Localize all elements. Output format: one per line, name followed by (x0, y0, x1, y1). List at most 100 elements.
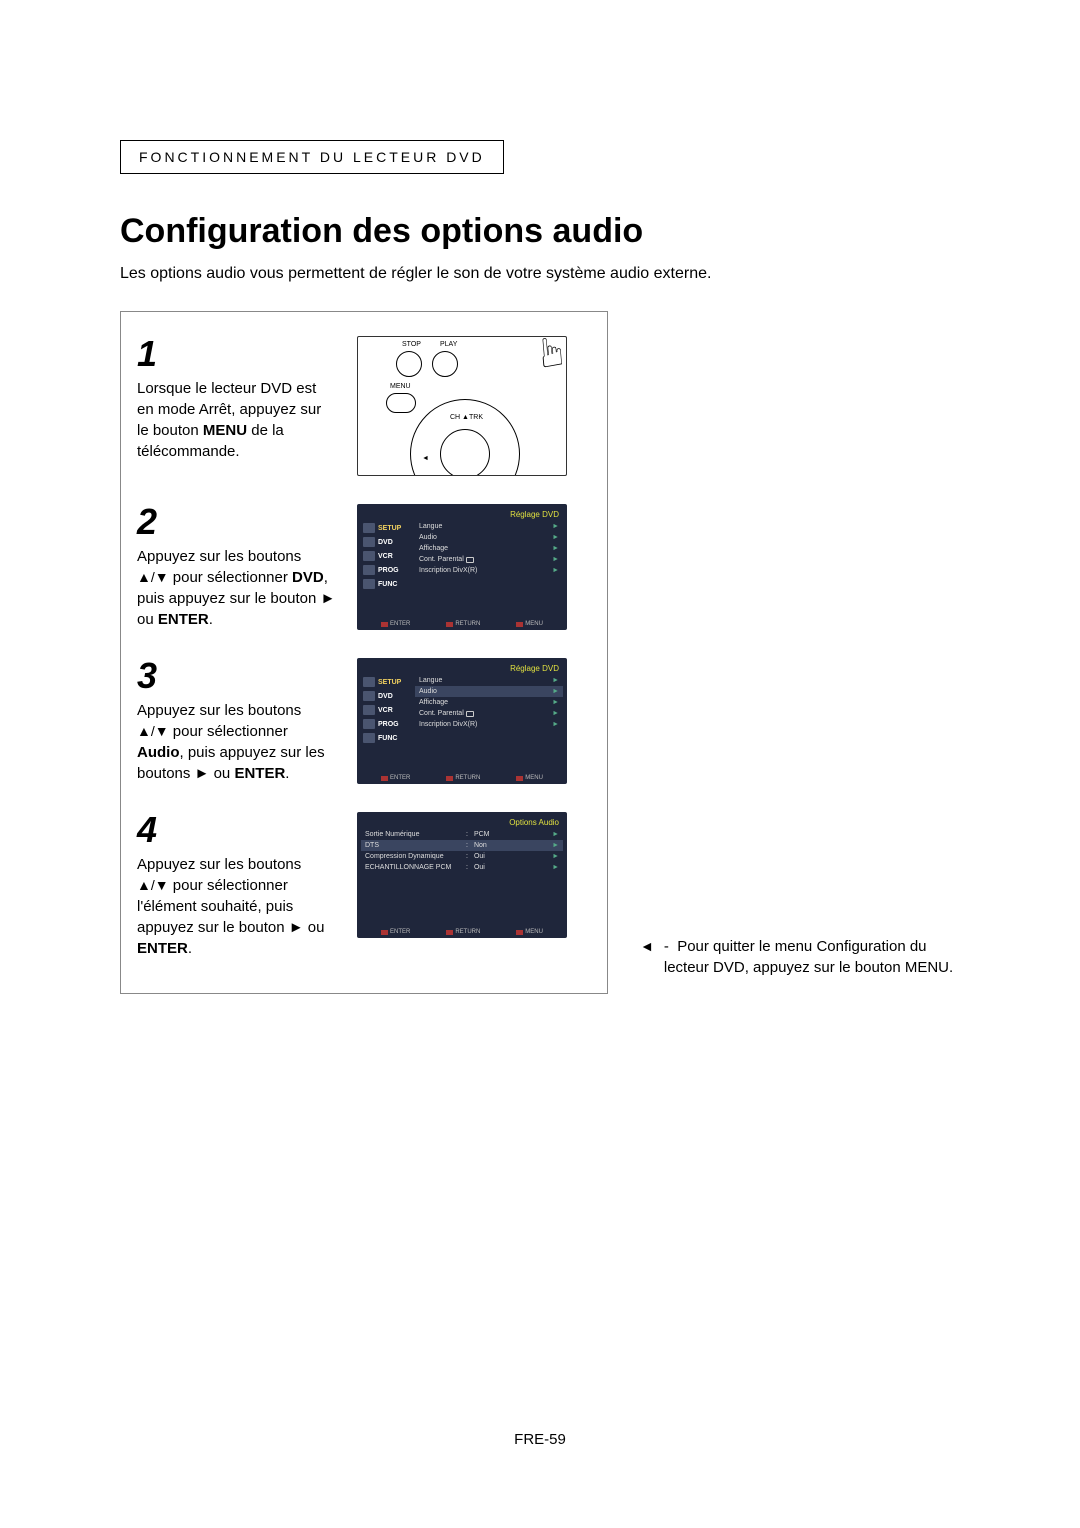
nav-vcr-label: VCR (378, 707, 393, 714)
audio-row-compression: Compression Dynamique: Oui► (361, 851, 563, 862)
prog-icon (363, 719, 375, 729)
row-affichage-label: Affichage (419, 699, 448, 706)
menu-row-affichage: Affichage► (415, 543, 563, 554)
menu-row-langue: Langue► (415, 675, 563, 686)
hand-pointer-icon: ☞ (528, 336, 567, 372)
footer-return: RETURN (455, 621, 480, 627)
remote-menu-label: MENU (390, 383, 411, 390)
menu-list-2: Langue► Audio ► Affichage ► Cont. Parental… (415, 675, 563, 745)
footer-btn-icon (381, 622, 388, 627)
menu-nav-prog: PROG (361, 563, 411, 577)
menu-nav-setup: SETUP (361, 521, 411, 535)
step-2-b: pour sélectionner (169, 569, 292, 586)
vcr-icon (363, 551, 375, 561)
step-1-text: 1 Lorsque le lecteur DVD est en mode Arr… (137, 336, 337, 462)
remote-menu-button: ▭ (386, 393, 416, 413)
step-3-e: . (285, 765, 289, 782)
menu-nav-func: FUNC (361, 577, 411, 591)
step-4-a: Appuyez sur les boutons (137, 856, 301, 873)
footer-enter: ENTER (390, 929, 410, 935)
stop-icon: ⏮ (405, 359, 413, 370)
remote-stop-button: ⏮ (396, 351, 422, 377)
step-1-bold: MENU (203, 422, 247, 439)
nav-dvd-label: DVD (378, 693, 393, 700)
footer-btn-icon (516, 776, 523, 781)
row-audio-label: Audio (419, 534, 437, 541)
audio-sortie-value: PCM (474, 831, 504, 838)
remote-stop-label: STOP (402, 341, 421, 348)
lock-icon (466, 557, 474, 563)
audio-dts-label: DTS (365, 842, 460, 849)
nav-func-label: FUNC (378, 581, 397, 588)
menu-row-parental: Cont. Parental► (415, 708, 563, 719)
row-audio-label: Audio (419, 688, 437, 695)
play-arrow-icon: ► (289, 919, 304, 936)
menu-nav-1: SETUP DVD VCR PROG FUNC (361, 521, 411, 591)
step-2-d: ou (137, 611, 158, 628)
page-title: Configuration des options audio (120, 212, 960, 251)
setup-icon (363, 523, 375, 533)
remote-left-arrow-icon: ◄ (422, 455, 429, 462)
footer-menu: MENU (525, 621, 543, 627)
menu-row-divx: Inscription DivX(R)► (415, 565, 563, 576)
footer-btn-icon (381, 930, 388, 935)
step-2-bold1: DVD (292, 569, 324, 586)
menu-title-1: Réglage DVD (361, 508, 563, 521)
audio-row-dts-highlighted: DTS: Non► (361, 840, 563, 851)
updown-arrows-icon: ▲/▼ (137, 722, 169, 742)
audio-compression-label: Compression Dynamique (365, 853, 460, 860)
footer-menu: MENU (525, 929, 543, 935)
step-2-a: Appuyez sur les boutons (137, 548, 301, 565)
step-2-e: . (209, 611, 213, 628)
menu-nav-prog: PROG (361, 717, 411, 731)
menu-icon: ▭ (397, 398, 406, 409)
footer-enter: ENTER (390, 621, 410, 627)
audio-sortie-label: Sortie Numérique (365, 831, 460, 838)
side-note-text: Pour quitter le menu Configuration du le… (664, 938, 953, 976)
arrow-icon: ► (552, 556, 559, 563)
row-langue-label: Langue (419, 523, 442, 530)
lock-icon (466, 711, 474, 717)
arrow-icon: ► (552, 710, 559, 717)
step-2-bold2: ENTER (158, 611, 209, 628)
play-arrow-icon: ► (320, 590, 335, 607)
remote-chtrk-label: CH ▲TRK (450, 414, 483, 421)
menu-nav-vcr: VCR (361, 703, 411, 717)
step-3-number: 3 (137, 658, 337, 694)
row-parental-label: Cont. Parental (419, 556, 464, 563)
menu-title-audio: Options Audio (361, 816, 563, 829)
nav-setup-label: SETUP (378, 525, 401, 532)
row-divx-label: Inscription DivX(R) (419, 567, 477, 574)
step-3-bold1: Audio (137, 744, 180, 761)
audio-row-sortie: Sortie Numérique: PCM► (361, 829, 563, 840)
audio-echant-value: Oui (474, 864, 504, 871)
audio-dts-value: Non (474, 842, 504, 849)
side-note-dash: - (664, 938, 669, 955)
side-note: ◄ - Pour quitter le menu Configuration d… (640, 936, 970, 978)
prog-icon (363, 565, 375, 575)
menu-footer-2: ENTER RETURN MENU (357, 775, 567, 781)
nav-prog-label: PROG (378, 567, 399, 574)
menu-row-affichage: Affichage ► (415, 697, 563, 708)
menu-nav-func: FUNC (361, 731, 411, 745)
step-3-d: ou (209, 765, 234, 782)
step-4-body: Appuyez sur les boutons ▲/▼ pour sélecti… (137, 854, 337, 959)
arrow-icon: ► (552, 534, 559, 541)
row-affichage-label: Affichage (419, 545, 448, 552)
step-3-bold2: ENTER (234, 765, 285, 782)
func-icon (363, 733, 375, 743)
arrow-icon: ► (552, 721, 559, 728)
nav-dvd-label: DVD (378, 539, 393, 546)
options-audio-screenshot: Options Audio Sortie Numérique: PCM► DTS… (357, 812, 567, 938)
step-3-b: pour sélectionner (169, 723, 288, 740)
arrow-icon: ► (552, 831, 559, 838)
step-4-text: 4 Appuyez sur les boutons ▲/▼ pour sélec… (137, 812, 337, 959)
menu-list-1: Langue► Audio► Affichage► Cont. Parental… (415, 521, 563, 591)
arrow-icon: ► (552, 523, 559, 530)
arrow-icon: ► (552, 699, 559, 706)
step-1-number: 1 (137, 336, 337, 372)
step-4: 4 Appuyez sur les boutons ▲/▼ pour sélec… (137, 798, 591, 973)
dvd-icon (363, 691, 375, 701)
dvd-menu-screenshot-1: Réglage DVD SETUP DVD VCR PROG FUNC Lang… (357, 504, 567, 630)
menu-row-langue: Langue ► (415, 521, 563, 532)
